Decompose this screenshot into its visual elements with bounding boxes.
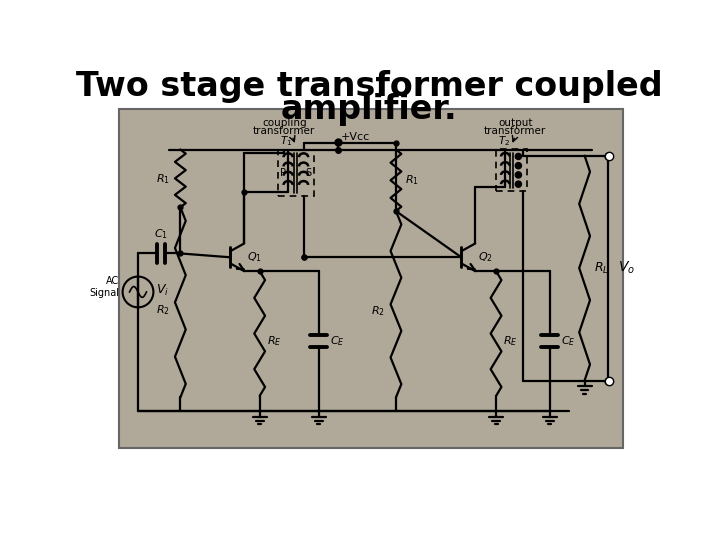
Text: output: output (498, 118, 533, 128)
Text: $C_1$: $C_1$ (154, 227, 168, 241)
Text: $C_E$: $C_E$ (561, 334, 575, 348)
Text: $R_E$: $R_E$ (503, 334, 518, 348)
Text: Signal: Signal (89, 288, 120, 299)
Circle shape (516, 153, 521, 159)
Circle shape (516, 181, 521, 187)
Text: $R_2$: $R_2$ (156, 303, 170, 316)
Text: $R_1$: $R_1$ (405, 173, 419, 187)
Text: $R_E$: $R_E$ (266, 334, 282, 348)
Bar (496, 148, 527, 191)
Text: $Q_2$: $Q_2$ (478, 251, 493, 264)
Text: transformer: transformer (253, 126, 315, 136)
Text: $R_1$: $R_1$ (156, 172, 170, 186)
Text: $C_E$: $C_E$ (330, 334, 344, 348)
Text: $T_2$: $T_2$ (498, 134, 510, 148)
Text: S: S (305, 167, 311, 178)
Text: $R_L$: $R_L$ (594, 260, 609, 275)
Text: $T_1$: $T_1$ (279, 134, 292, 148)
Text: AC: AC (107, 276, 120, 286)
Text: $V_i$: $V_i$ (156, 283, 169, 298)
Bar (278, 150, 314, 195)
Text: P: P (281, 167, 287, 178)
Text: $V_o$: $V_o$ (618, 260, 636, 276)
Text: +Vcc: +Vcc (341, 132, 370, 142)
Text: Two stage transformer coupled: Two stage transformer coupled (76, 70, 662, 103)
Text: transformer: transformer (484, 126, 546, 136)
Circle shape (516, 172, 521, 178)
Text: $R_2$: $R_2$ (372, 305, 385, 318)
Text: $Q_1$: $Q_1$ (248, 251, 262, 264)
Text: amplifier.: amplifier. (281, 93, 457, 126)
Circle shape (516, 163, 521, 168)
Text: coupling: coupling (262, 118, 307, 128)
Bar (119, 110, 623, 448)
